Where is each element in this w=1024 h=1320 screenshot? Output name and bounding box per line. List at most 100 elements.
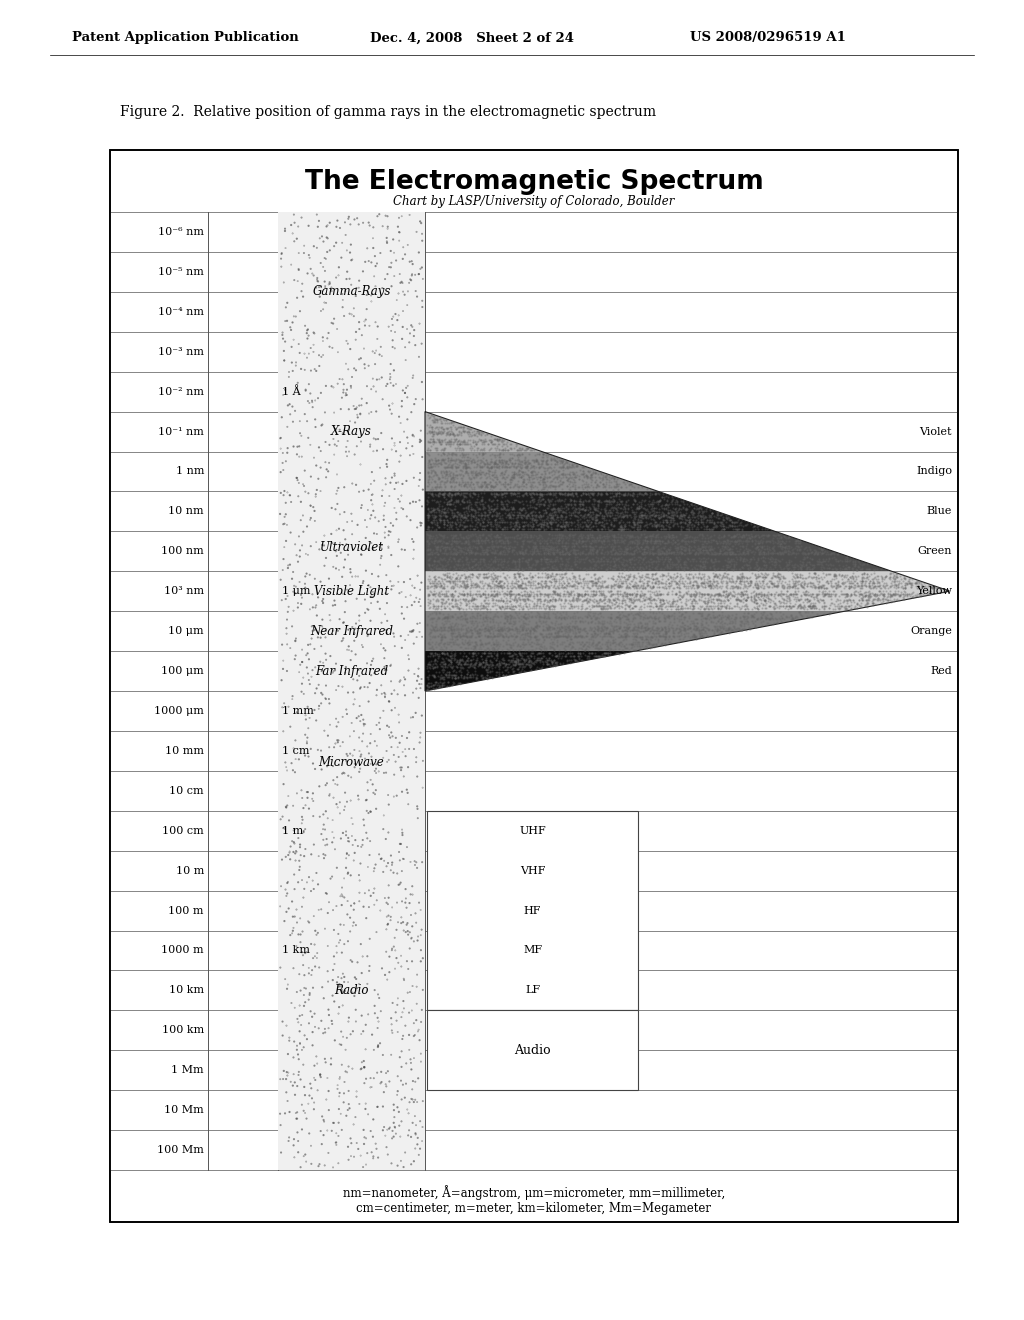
Point xyxy=(442,618,459,639)
Point xyxy=(557,515,573,536)
Point xyxy=(688,620,705,642)
Point xyxy=(640,626,656,647)
Point xyxy=(303,1135,319,1156)
Point xyxy=(482,429,499,450)
Point xyxy=(297,1085,313,1106)
Point xyxy=(310,899,327,920)
Point xyxy=(616,494,633,515)
Point xyxy=(297,795,313,816)
Point xyxy=(488,557,505,578)
Point xyxy=(302,383,318,404)
Point xyxy=(674,506,690,527)
Point xyxy=(668,556,684,577)
Point xyxy=(660,507,677,528)
Point xyxy=(612,595,629,616)
Point xyxy=(703,511,720,532)
Point xyxy=(414,626,430,647)
Point xyxy=(449,656,465,677)
Point xyxy=(483,652,500,673)
Point xyxy=(290,871,306,892)
Point xyxy=(512,541,528,562)
Point xyxy=(308,924,325,945)
Point xyxy=(538,450,554,471)
Point xyxy=(701,570,718,591)
Point xyxy=(520,469,537,490)
Point xyxy=(386,434,402,455)
Point xyxy=(521,620,538,642)
Point xyxy=(567,618,584,639)
Point xyxy=(550,626,566,647)
Point xyxy=(435,537,452,558)
Point xyxy=(612,516,629,537)
Point xyxy=(857,574,873,595)
Point xyxy=(847,554,863,576)
Point xyxy=(362,801,379,822)
Point xyxy=(404,425,421,446)
Point xyxy=(599,558,615,579)
Point xyxy=(712,540,728,561)
Point xyxy=(317,548,334,569)
Point xyxy=(478,619,495,640)
Point xyxy=(588,638,604,659)
Point xyxy=(293,924,309,945)
Point xyxy=(609,620,626,642)
Point xyxy=(726,553,742,574)
Point xyxy=(520,630,537,651)
Point xyxy=(874,589,891,610)
Point xyxy=(854,589,870,610)
Point xyxy=(728,576,744,597)
Point xyxy=(545,618,561,639)
Point xyxy=(725,554,741,576)
Point xyxy=(712,619,728,640)
Point xyxy=(669,577,685,598)
Point xyxy=(773,606,790,627)
Point xyxy=(487,558,504,579)
Point xyxy=(681,560,697,581)
Point xyxy=(490,484,507,506)
Point xyxy=(315,298,332,319)
Point xyxy=(467,548,483,569)
Point xyxy=(447,531,464,552)
Point xyxy=(735,577,752,598)
Point xyxy=(605,618,622,639)
Point xyxy=(383,1152,399,1173)
Point xyxy=(299,696,315,717)
Point xyxy=(274,807,291,828)
Point xyxy=(571,643,588,664)
Point xyxy=(421,450,437,471)
Point xyxy=(431,516,447,537)
Point xyxy=(451,634,467,655)
Point xyxy=(895,570,911,591)
Point xyxy=(791,578,807,599)
Point xyxy=(648,490,665,511)
Point xyxy=(565,595,582,616)
Point xyxy=(729,593,745,614)
Point xyxy=(419,676,435,697)
Point xyxy=(528,449,545,470)
Point xyxy=(673,605,689,626)
Point xyxy=(626,504,642,525)
Point xyxy=(751,566,767,587)
Point xyxy=(428,631,444,652)
Point xyxy=(608,618,625,639)
Point xyxy=(585,581,601,602)
Point xyxy=(555,502,571,523)
Point xyxy=(643,627,659,648)
Point xyxy=(291,436,307,457)
Point xyxy=(673,624,689,645)
Point xyxy=(424,532,440,553)
Point xyxy=(276,911,293,932)
Point xyxy=(435,607,452,628)
Point xyxy=(791,532,807,553)
Point xyxy=(440,429,457,450)
Point xyxy=(909,570,926,591)
Point xyxy=(623,474,639,495)
Point xyxy=(648,491,665,512)
Point xyxy=(358,789,375,810)
Point xyxy=(582,589,598,610)
Point xyxy=(319,903,336,924)
Point xyxy=(557,483,573,504)
Point xyxy=(430,677,446,698)
Point xyxy=(588,541,604,562)
Point xyxy=(460,457,476,478)
